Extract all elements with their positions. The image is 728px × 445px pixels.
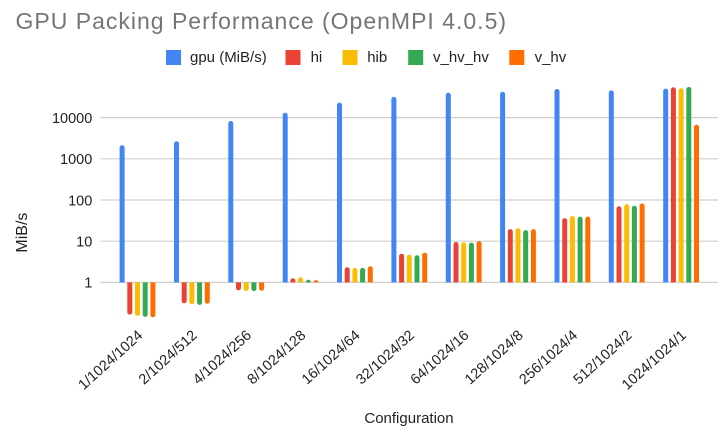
svg-text:hi: hi [311, 49, 323, 66]
svg-text:10000: 10000 [52, 111, 92, 127]
svg-text:gpu (MiB/s): gpu (MiB/s) [190, 49, 267, 66]
svg-text:GPU Packing Performance (OpenM: GPU Packing Performance (OpenMPI 4.0.5) [16, 8, 508, 34]
svg-text:1: 1 [84, 276, 92, 292]
svg-text:MiB/s: MiB/s [14, 213, 31, 253]
svg-text:v_hv: v_hv [535, 49, 567, 66]
svg-text:10: 10 [76, 235, 92, 251]
svg-text:Configuration: Configuration [364, 410, 453, 427]
svg-text:100: 100 [68, 193, 92, 209]
svg-text:hib: hib [367, 49, 387, 66]
svg-text:v_hv_hv: v_hv_hv [433, 49, 489, 66]
svg-text:1000: 1000 [60, 152, 92, 168]
